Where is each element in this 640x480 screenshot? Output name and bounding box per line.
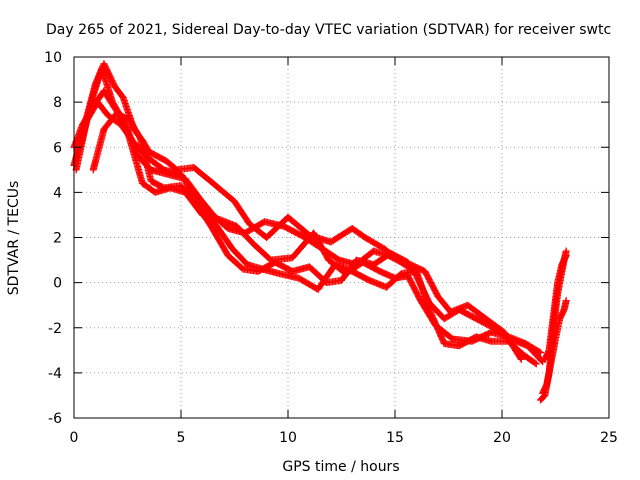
x-tick-label: 15 bbox=[386, 430, 404, 446]
y-tick-label: 8 bbox=[53, 95, 62, 111]
y-tick-label: -4 bbox=[48, 366, 62, 382]
x-tick-label: 20 bbox=[493, 430, 511, 446]
data-points bbox=[70, 60, 570, 404]
y-tick-label: 2 bbox=[53, 231, 62, 247]
y-tick-label: -6 bbox=[48, 411, 62, 427]
chart-title: Day 265 of 2021, Sidereal Day-to-day VTE… bbox=[46, 22, 611, 38]
data-point bbox=[537, 349, 545, 357]
data-point bbox=[517, 355, 525, 363]
x-tick-label: 5 bbox=[177, 430, 186, 446]
data-point bbox=[532, 360, 540, 368]
series-track-4 bbox=[72, 98, 540, 368]
data-point bbox=[531, 359, 539, 367]
y-tick-label: 0 bbox=[53, 276, 62, 292]
y-tick-label: 4 bbox=[53, 185, 62, 201]
data-point bbox=[538, 356, 546, 364]
axis-ticks: -6 -4 -2 0 2 4 6 8 10 0 5 10 15 20 25 bbox=[44, 50, 618, 446]
series-track-3 bbox=[70, 87, 545, 357]
series-track-5 bbox=[89, 109, 412, 287]
y-tick-label: 10 bbox=[44, 50, 62, 66]
data-point bbox=[535, 348, 543, 356]
data-point bbox=[562, 252, 570, 260]
data-point bbox=[403, 258, 411, 266]
y-axis-label: SDTVAR / TECUs bbox=[6, 181, 22, 296]
series-track-2 bbox=[72, 64, 547, 366]
grid bbox=[74, 57, 609, 418]
y-tick-label: 6 bbox=[53, 140, 62, 156]
series-track-7 bbox=[539, 297, 570, 397]
x-tick-label: 10 bbox=[279, 430, 297, 446]
data-point bbox=[404, 258, 412, 266]
x-tick-label: 0 bbox=[70, 430, 79, 446]
x-axis-label: GPS time / hours bbox=[282, 459, 399, 475]
series-track-1 bbox=[70, 60, 525, 363]
series-track-8 bbox=[541, 252, 570, 363]
y-tick-label: -2 bbox=[48, 321, 62, 337]
x-tick-label: 25 bbox=[600, 430, 618, 446]
data-point bbox=[562, 297, 570, 305]
